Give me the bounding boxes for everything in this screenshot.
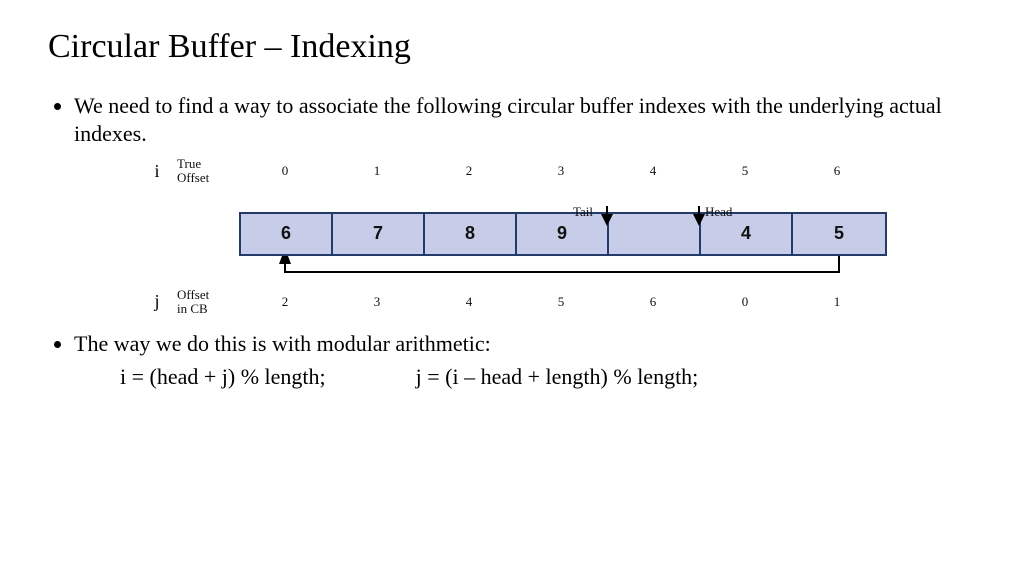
formula-i: i = (head + j) % length;	[120, 364, 326, 390]
cb-offset-0: 2	[239, 294, 331, 310]
bullet-item-1: We need to find a way to associate the f…	[74, 92, 976, 147]
tail-arrow-stem	[606, 206, 608, 214]
slide: Circular Buffer – Indexing We need to fi…	[0, 0, 1024, 576]
cb-offset-5: 0	[699, 294, 791, 310]
head-arrow-stem	[698, 206, 700, 214]
bullet-list: We need to find a way to associate the f…	[54, 92, 976, 147]
diagram-container: i True Offset 0 1 2 3 4 5 6 Tail	[48, 157, 976, 316]
buffer-cell-6: 5	[793, 214, 885, 254]
buffer-cell-0: 6	[241, 214, 333, 254]
buffer-row: 6 7 8 9 4 5	[239, 212, 887, 256]
true-offset-3: 3	[515, 163, 607, 179]
slide-title: Circular Buffer – Indexing	[48, 28, 976, 66]
true-offset-label: True Offset	[177, 157, 239, 186]
buffer-cell-1: 7	[333, 214, 425, 254]
cb-offset-3: 5	[515, 294, 607, 310]
cb-offset-2: 4	[423, 294, 515, 310]
formula-j: j = (i – head + length) % length;	[416, 364, 699, 390]
head-label: Head	[705, 204, 732, 220]
buffer-cell-4	[609, 214, 701, 254]
true-offset-row: i True Offset 0 1 2 3 4 5 6	[137, 157, 887, 186]
true-offset-1: 1	[331, 163, 423, 179]
wraparound-arrow	[239, 256, 887, 286]
buffer-cell-5: 4	[701, 214, 793, 254]
bullet-item-2: The way we do this is with modular arith…	[74, 330, 976, 358]
true-offset-0: 0	[239, 163, 331, 179]
wraparound-arrow-path	[285, 256, 839, 272]
formula-row: i = (head + j) % length; j = (i – head +…	[120, 364, 976, 390]
j-axis-label: j	[137, 291, 177, 312]
buffer-cell-3: 9	[517, 214, 609, 254]
true-offset-6: 6	[791, 163, 883, 179]
bullet-list-2: The way we do this is with modular arith…	[54, 330, 976, 358]
cb-offset-label: Offset in CB	[177, 288, 239, 317]
buffer-cell-2: 8	[425, 214, 517, 254]
i-axis-label: i	[137, 161, 177, 182]
circular-buffer-diagram: i True Offset 0 1 2 3 4 5 6 Tail	[137, 157, 887, 316]
cb-offset-row: j Offset in CB 2 3 4 5 6 0 1	[137, 288, 887, 317]
cb-offset-4: 6	[607, 294, 699, 310]
tail-arrow-icon	[601, 214, 613, 226]
head-arrow-icon	[693, 214, 705, 226]
true-offset-2: 2	[423, 163, 515, 179]
pointer-annotation-row: Tail Head	[239, 186, 883, 206]
true-offset-4: 4	[607, 163, 699, 179]
cb-offset-6: 1	[791, 294, 883, 310]
true-offset-5: 5	[699, 163, 791, 179]
cb-offset-1: 3	[331, 294, 423, 310]
tail-label: Tail	[573, 204, 593, 220]
